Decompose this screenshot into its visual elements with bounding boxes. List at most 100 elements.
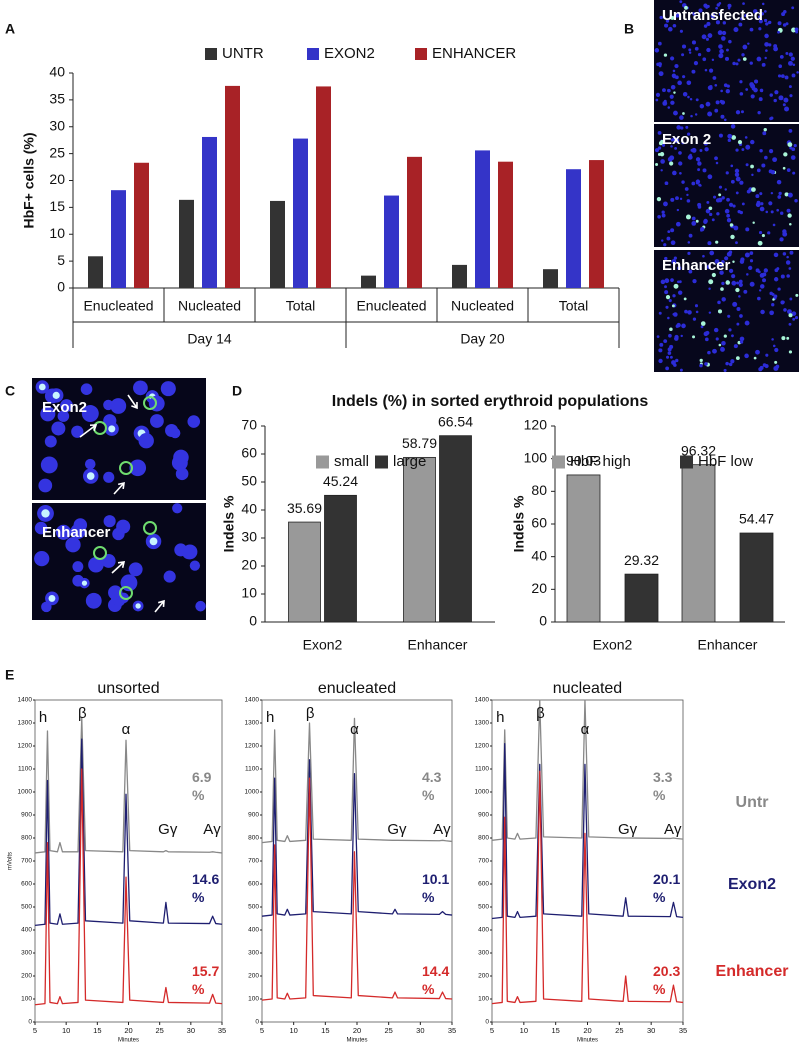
- cell: [721, 259, 725, 264]
- cell: [705, 337, 709, 342]
- cell: [764, 18, 768, 23]
- annotation-line: 14.4: [422, 963, 453, 979]
- data-label: 45.24: [323, 473, 358, 489]
- cell: [691, 216, 696, 221]
- y-tick-label: 400: [478, 927, 489, 934]
- cell: [684, 5, 688, 10]
- cell: [733, 225, 739, 231]
- cell: [660, 279, 666, 285]
- cell: [734, 172, 740, 177]
- peak-label: h: [39, 709, 47, 726]
- cell: [759, 149, 763, 153]
- cell: [657, 41, 662, 46]
- cell: [675, 221, 681, 227]
- legend-label: large: [393, 453, 426, 470]
- x-tick-label: Enhancer: [408, 637, 468, 653]
- trace: [491, 743, 684, 920]
- cell: [773, 46, 779, 52]
- data-label: 54.47: [739, 511, 774, 527]
- y-tick-label: 400: [21, 927, 32, 934]
- data-label: 66.54: [438, 413, 473, 429]
- x-tick-label: Total: [559, 298, 589, 314]
- cell: [681, 44, 687, 49]
- y-tick-label: 1400: [18, 697, 33, 704]
- cell: [687, 95, 690, 99]
- cell: [715, 161, 719, 165]
- cell: [681, 323, 686, 329]
- cell: [676, 280, 680, 284]
- cell: [71, 425, 84, 438]
- cell: [751, 173, 754, 177]
- cell: [34, 551, 50, 567]
- cell: [759, 192, 763, 196]
- cell: [781, 12, 786, 17]
- y-tick-label: 0: [485, 1019, 489, 1026]
- cell: [670, 228, 675, 233]
- peak-label: h: [266, 709, 274, 726]
- cell: [782, 103, 786, 107]
- cell: [711, 218, 715, 222]
- cell: [665, 294, 671, 300]
- cell: [703, 3, 708, 8]
- cell: [740, 17, 744, 21]
- cell: [721, 281, 725, 286]
- cell: [784, 106, 790, 112]
- cell: [685, 214, 691, 220]
- cell: [677, 266, 682, 271]
- x-tick-label: 10: [520, 1026, 528, 1035]
- cell: [668, 333, 672, 338]
- cell: [667, 230, 671, 234]
- cell: [720, 346, 725, 351]
- cell: [772, 157, 778, 163]
- cell: [744, 14, 748, 18]
- cell: [761, 62, 766, 67]
- cell: [756, 200, 761, 205]
- y-tick-label: 900: [21, 812, 32, 819]
- legend-label: HbF low: [698, 453, 753, 470]
- trace-legend: Untr: [736, 794, 769, 811]
- cell: [754, 79, 759, 84]
- cell: [163, 570, 176, 583]
- cell: [788, 129, 793, 133]
- chart-title: enucleated: [318, 680, 396, 697]
- cell: [659, 15, 663, 20]
- cell: [737, 58, 741, 62]
- cell: [741, 53, 745, 57]
- bar: [439, 435, 472, 623]
- y-tick-label: 1300: [475, 720, 490, 727]
- cell: [777, 195, 782, 199]
- cell: [781, 336, 786, 341]
- bar: [566, 169, 581, 288]
- cell: [738, 22, 743, 27]
- y-tick-label: 1100: [245, 766, 259, 773]
- cell: [694, 113, 698, 116]
- data-label: 35.69: [287, 500, 322, 516]
- cell: [788, 52, 793, 57]
- cell: [676, 208, 680, 212]
- cell: [707, 85, 713, 91]
- cell: [760, 309, 765, 315]
- panel-label: E: [5, 667, 14, 683]
- arrow: [154, 599, 165, 613]
- y-tick-label: 1300: [245, 720, 260, 727]
- cell: [786, 168, 791, 172]
- cell: [187, 415, 201, 428]
- peak-label: β: [306, 705, 315, 722]
- annotation-line: %: [192, 889, 205, 905]
- cell: [668, 26, 673, 32]
- cell: [705, 330, 710, 336]
- cell: [181, 545, 196, 560]
- cell: [714, 259, 720, 264]
- annotation-line: 20.1: [653, 871, 684, 887]
- cell: [758, 27, 762, 31]
- annotation-line: %: [422, 981, 435, 997]
- cell: [779, 237, 784, 242]
- cell: [699, 363, 703, 368]
- bar: [316, 86, 331, 288]
- cell: [712, 76, 717, 80]
- cell: [713, 327, 719, 333]
- cell: [708, 206, 713, 211]
- cell: [658, 71, 664, 77]
- cell: [792, 63, 796, 67]
- cell: [755, 349, 760, 355]
